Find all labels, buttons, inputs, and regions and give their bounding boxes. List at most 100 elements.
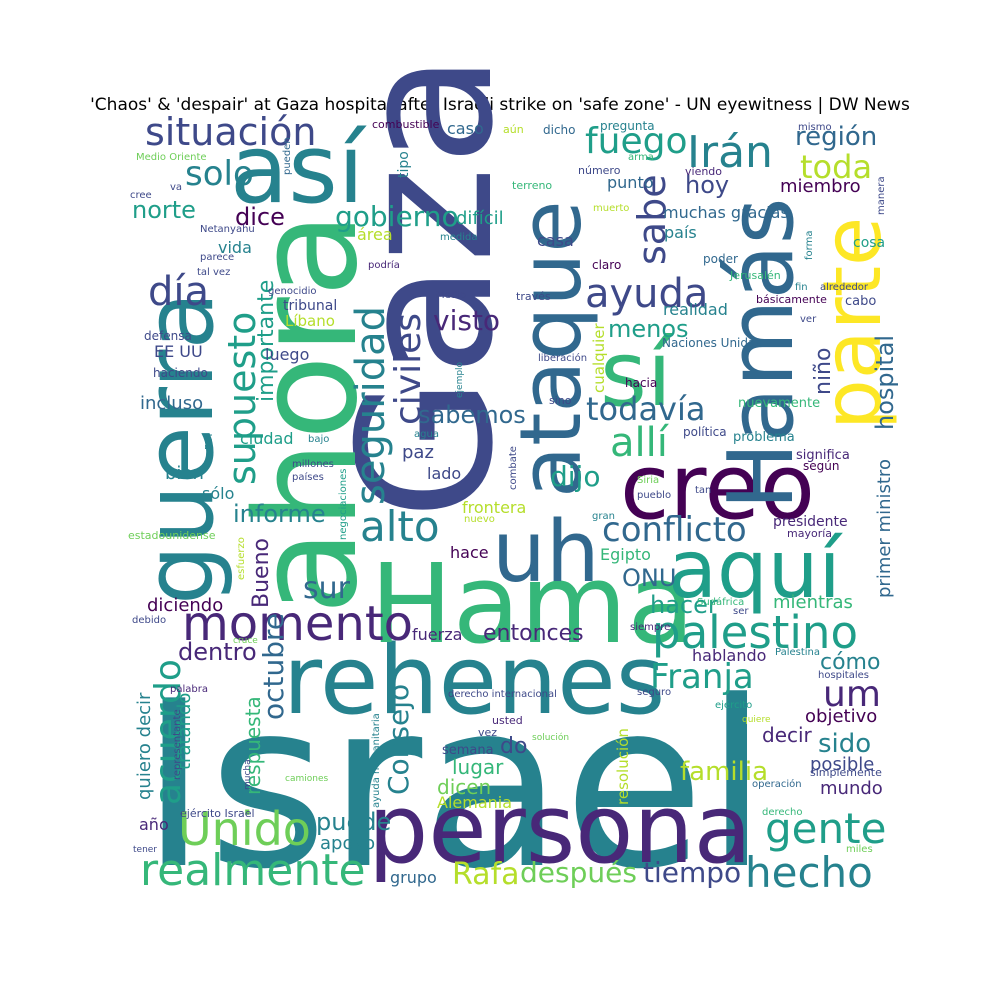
word-creo: creo xyxy=(620,435,815,540)
word-hablando: hablando xyxy=(692,646,766,665)
word-civiles: civiles xyxy=(388,313,429,425)
word-estadounidense: estadounidense xyxy=(128,529,216,542)
word-onu: ONU xyxy=(622,564,676,592)
word-alto: alto xyxy=(360,502,440,551)
word-momento: momento xyxy=(182,596,413,652)
word-derecho: derecho xyxy=(762,807,803,818)
word-area: área xyxy=(357,225,393,244)
word-siempre: siempre xyxy=(630,622,670,633)
word-viendo: viendo xyxy=(685,165,722,178)
word-vida: vida xyxy=(218,238,252,257)
word-fin: fin xyxy=(795,282,808,293)
word-si: sí xyxy=(600,322,675,427)
word-hama: Hama xyxy=(370,540,695,668)
word-terreno: terreno xyxy=(512,179,552,192)
word-nuevamente: nuevamente xyxy=(738,396,820,411)
word-dicho: dicho xyxy=(543,123,576,137)
word-tener: tener xyxy=(133,845,157,855)
word-mundo: mundo xyxy=(820,778,883,799)
word-ciudad: ciudad xyxy=(240,429,294,448)
word-do: do xyxy=(500,734,527,759)
word-objetivo: objetivo xyxy=(805,706,877,727)
word-alemania: Alemania xyxy=(437,793,512,812)
word-muchas-gracias: muchas gracias xyxy=(663,203,789,222)
word-puede: puede xyxy=(316,808,391,836)
word-ayuda: ayuda xyxy=(585,271,708,317)
word-sabemos: sabemos xyxy=(418,401,526,429)
word-frontera: frontera xyxy=(462,498,526,517)
word-problema: problema xyxy=(733,430,795,445)
word-combate: combate xyxy=(508,446,519,490)
word-casa: casa xyxy=(537,231,574,250)
word-derecho-internacional: derecho internacional xyxy=(448,689,557,700)
word-persona: persona xyxy=(368,775,752,885)
word-punto: punto xyxy=(607,173,654,192)
word-tratando: tratando xyxy=(174,693,195,770)
word-pregunta: pregunta xyxy=(600,119,655,133)
word-diciendo: diciendo xyxy=(147,595,223,616)
word-significa: significa xyxy=(796,448,850,463)
word-sur: sur xyxy=(303,571,351,606)
word-tal-vez: tal vez xyxy=(197,267,230,278)
word-fdi: FDI xyxy=(204,434,215,450)
word-consejo: Consejo xyxy=(382,684,415,795)
word-seguridad: seguridad xyxy=(348,306,394,505)
word-rehenes: rehenes xyxy=(283,626,665,736)
word-millones: millones xyxy=(292,459,334,470)
word-um: um xyxy=(823,674,881,715)
word-medio-oriente: Medio Oriente xyxy=(136,152,207,163)
word-siria: Siria xyxy=(637,475,659,486)
word-libano: Líbano xyxy=(285,312,335,330)
word-traves: través xyxy=(516,290,551,303)
word-simplemente: simplemente xyxy=(810,766,882,779)
word-palestino: palestino xyxy=(652,606,858,659)
word-cosa: cosa xyxy=(853,235,885,251)
word-genocidio: genocidio xyxy=(268,286,316,297)
word-paises: países xyxy=(292,471,324,483)
word-hoy: hoy xyxy=(685,171,729,199)
word-ataque: ataque xyxy=(502,200,601,498)
word-uh: uh xyxy=(492,503,600,602)
word-mayoria: mayoría xyxy=(787,527,832,540)
word-dice: dice xyxy=(235,203,285,231)
word-jerusalen: Jerusalén xyxy=(729,269,781,282)
word-rafa: Rafa xyxy=(452,857,520,892)
word-bueno: Bueno xyxy=(249,538,274,608)
chart-title: 'Chaos' & 'despair' at Gaza hospital aft… xyxy=(90,95,910,115)
word-dicen: dicen xyxy=(437,775,491,799)
word-mucha: mucha xyxy=(243,759,253,790)
word-tan: tan xyxy=(695,485,711,496)
word-respuesta: respuesta xyxy=(241,696,265,795)
word-familia: familia xyxy=(680,757,768,787)
word-toda: toda xyxy=(800,148,872,186)
word-caso: caso xyxy=(447,119,484,138)
word-ver: ver xyxy=(800,314,817,325)
word-sudafrica: Sudáfrica xyxy=(697,596,744,608)
word-seguro: seguro xyxy=(637,687,671,698)
word-apoyo: apoyo xyxy=(320,833,375,854)
word-podria: podría xyxy=(368,259,400,271)
word-naciones-unidas: Naciones Unidas xyxy=(662,336,762,350)
word-informe: informe xyxy=(233,500,326,528)
word-vez: vez xyxy=(478,726,497,739)
word-unido: Unido xyxy=(178,802,311,856)
word-gaza: Gaza xyxy=(318,53,534,520)
word-hace: hace xyxy=(450,543,489,562)
word-basicamente: básicamente xyxy=(756,293,827,306)
word-fuerza: fuerza xyxy=(412,625,462,644)
word-posible: posible xyxy=(810,754,874,775)
word-solo: solo xyxy=(185,154,254,194)
word-numero: número xyxy=(578,164,621,177)
word-dificil: difícil xyxy=(456,208,504,229)
word-camiones: camiones xyxy=(285,774,328,784)
word-medida: medida xyxy=(440,232,478,243)
word-guerra: guerra xyxy=(125,291,235,605)
word-region: región xyxy=(795,122,877,152)
word-tiempo: tiempo xyxy=(643,856,741,889)
word-sido: sido xyxy=(818,729,871,759)
word-debido: debido xyxy=(132,615,166,626)
word-netanyahu: Netanyahu xyxy=(200,224,255,235)
word-ayuda-humanitaria: ayuda humanitaria xyxy=(371,713,382,808)
word-miles: miles xyxy=(846,844,873,855)
